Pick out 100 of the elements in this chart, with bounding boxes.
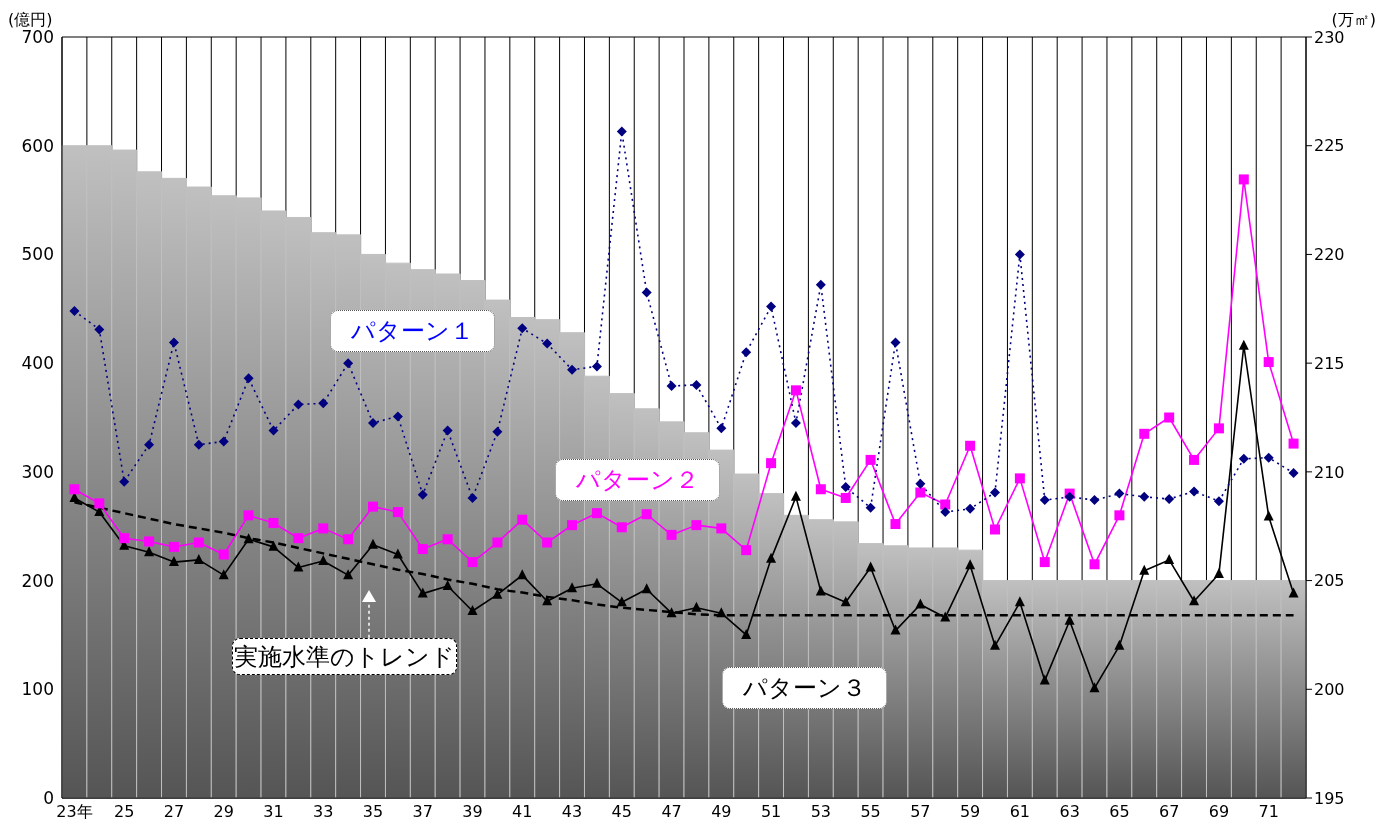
point	[392, 507, 403, 518]
point	[268, 540, 279, 551]
point	[965, 503, 976, 514]
point	[990, 639, 1000, 650]
y-tick-label: 400	[21, 353, 54, 374]
point	[517, 323, 528, 334]
y2-tick-label: 220	[1314, 245, 1345, 265]
point	[865, 502, 876, 513]
point	[293, 399, 304, 410]
point	[492, 426, 503, 437]
point	[1213, 423, 1224, 434]
point	[1039, 674, 1050, 685]
point	[790, 417, 801, 428]
point	[193, 537, 204, 548]
point	[318, 555, 329, 565]
point	[666, 380, 677, 391]
point	[1238, 174, 1249, 185]
point	[567, 364, 578, 375]
point	[591, 508, 602, 519]
point	[691, 601, 702, 612]
point	[293, 561, 304, 572]
point	[990, 524, 1000, 535]
point	[766, 301, 777, 312]
x-tick-label: 59	[959, 802, 981, 822]
point	[616, 126, 627, 137]
point	[915, 478, 926, 489]
y-tick-label: 600	[21, 135, 54, 156]
point	[1114, 639, 1125, 650]
point	[965, 440, 976, 451]
point	[542, 338, 553, 349]
y-tick-label: 700	[21, 27, 54, 48]
point	[119, 476, 130, 487]
point	[567, 520, 578, 531]
point	[318, 523, 329, 534]
y2-tick-label: 225	[1314, 136, 1345, 156]
point	[368, 501, 378, 512]
point	[890, 337, 901, 348]
point	[1089, 682, 1100, 693]
point	[94, 498, 105, 509]
point	[442, 534, 453, 545]
point	[940, 507, 951, 518]
y2-tick-label: 205	[1314, 571, 1345, 591]
point	[1039, 557, 1050, 568]
point	[1288, 587, 1299, 598]
point	[1014, 249, 1025, 260]
x-tick-label: 39	[462, 802, 483, 822]
point	[1288, 438, 1299, 449]
series-label: パターン３	[722, 667, 887, 709]
x-tick-label: 27	[163, 802, 185, 822]
point	[417, 544, 428, 555]
point	[1139, 491, 1150, 502]
point	[716, 523, 727, 534]
point	[741, 628, 752, 639]
point	[815, 484, 826, 495]
point	[343, 534, 354, 545]
point	[69, 484, 80, 495]
point	[94, 324, 105, 335]
point	[119, 533, 130, 544]
point	[741, 545, 752, 556]
point	[1213, 496, 1224, 507]
point	[392, 548, 403, 559]
point	[890, 624, 901, 635]
point	[1114, 510, 1125, 521]
y-tick-label: 500	[21, 244, 54, 265]
y2-tick-label: 210	[1314, 462, 1345, 482]
point	[467, 492, 478, 503]
point	[591, 361, 602, 372]
point	[517, 514, 528, 525]
x-tick-label: 37	[412, 802, 433, 822]
point	[268, 517, 279, 528]
point	[865, 561, 876, 572]
point	[1238, 453, 1249, 464]
point	[1164, 494, 1175, 505]
point	[766, 552, 777, 563]
series-label: パターン１	[330, 310, 495, 352]
x-tick-label: 41	[512, 802, 533, 822]
point	[940, 611, 951, 622]
point	[442, 580, 453, 591]
y-axis-title: (億円)	[8, 10, 53, 30]
point	[343, 569, 354, 580]
point	[567, 582, 578, 593]
point	[716, 607, 727, 618]
point	[591, 577, 602, 588]
point	[840, 492, 851, 503]
point	[1213, 568, 1224, 579]
point	[542, 537, 553, 548]
point	[691, 379, 702, 390]
point	[766, 458, 777, 469]
point	[144, 546, 155, 557]
series-label: パターン２	[555, 459, 720, 501]
point	[1039, 495, 1050, 506]
point	[492, 537, 503, 548]
point	[293, 533, 304, 544]
point	[1014, 596, 1025, 607]
point	[517, 569, 528, 580]
x-tick-label: 35	[362, 802, 384, 822]
point	[1263, 357, 1274, 368]
point	[1014, 473, 1025, 484]
point	[815, 585, 826, 596]
point	[1139, 564, 1150, 575]
